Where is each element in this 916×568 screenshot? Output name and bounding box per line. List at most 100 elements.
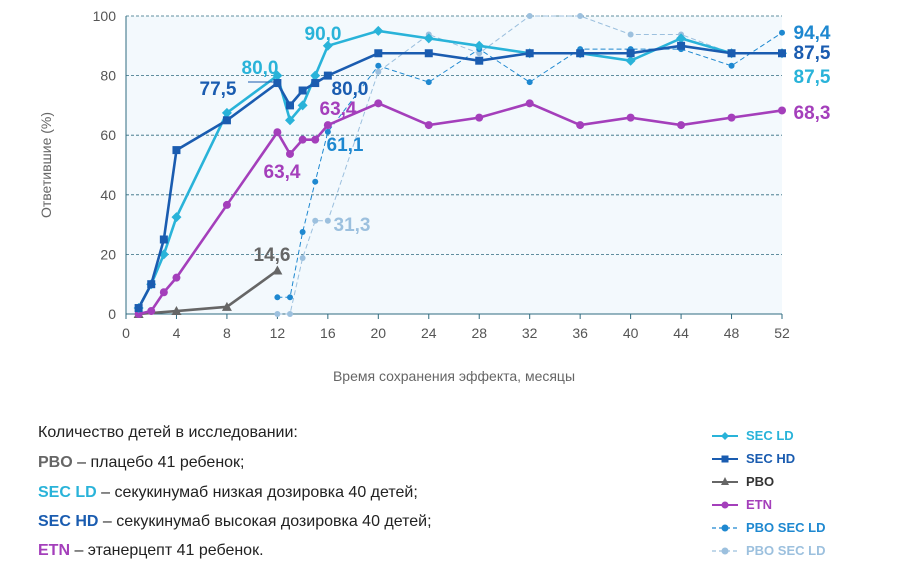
x-tick-label: 48 — [724, 325, 740, 341]
diamond-marker — [322, 40, 333, 51]
diamond-marker — [373, 25, 384, 36]
circle-marker — [312, 178, 319, 185]
x-tick-label: 16 — [320, 325, 336, 341]
legend-item: PBO — [712, 470, 825, 493]
x-tick-label: 40 — [623, 325, 639, 341]
circle-marker — [375, 62, 382, 69]
legend-swatch-icon — [712, 476, 738, 485]
note-text: – плацебо 41 ребенок; — [72, 454, 245, 471]
circle-marker — [299, 254, 306, 261]
circle-marker — [147, 307, 156, 316]
diamond-marker — [625, 55, 636, 66]
square-marker — [159, 235, 168, 244]
x-tick-label: 8 — [223, 325, 231, 341]
y-tick-label: 0 — [108, 306, 116, 322]
circle-marker — [476, 50, 483, 57]
circle-marker — [627, 31, 634, 38]
circle-marker — [728, 62, 735, 69]
data-label: 77,5 — [200, 79, 237, 100]
diamond-marker — [310, 70, 321, 81]
y-tick-label: 60 — [100, 127, 116, 143]
square-marker — [298, 86, 307, 95]
legend-label: PBO — [746, 474, 775, 489]
diamond-marker — [474, 40, 485, 51]
y-axis-label: Ответившие (%) — [38, 112, 54, 218]
plot-background — [126, 16, 782, 314]
data-label: 63,4 — [264, 162, 301, 183]
square-marker — [778, 49, 786, 58]
note-pbo: PBO – плацебо 41 ребенок; — [38, 454, 245, 472]
circle-marker — [324, 128, 331, 135]
circle-marker — [286, 149, 294, 158]
square-marker — [727, 49, 736, 58]
legend-swatch-icon — [712, 547, 738, 554]
circle-marker — [779, 29, 785, 36]
x-tick-label: 28 — [471, 325, 487, 341]
note-text: – секукинумаб высокая дозировка 40 детей… — [98, 513, 432, 530]
circle-marker — [287, 311, 293, 317]
square-marker — [147, 280, 156, 289]
data-label: 90,0 — [305, 24, 342, 45]
circle-marker — [323, 121, 332, 130]
triangle-marker — [272, 265, 283, 275]
legend-label: SEC HD — [746, 451, 796, 466]
x-tick-label: 4 — [173, 325, 181, 341]
diamond-marker — [171, 212, 182, 223]
y-tick-label: 100 — [93, 8, 117, 24]
circle-marker — [299, 229, 306, 236]
legend-swatch-icon — [712, 501, 738, 508]
circle-marker — [577, 13, 584, 19]
x-tick-label: 12 — [270, 325, 286, 341]
circle-marker — [222, 200, 231, 209]
circle-marker — [677, 121, 686, 130]
note-abbr: SEC HD — [38, 513, 99, 530]
data-label: 14,6 — [254, 245, 291, 266]
legend-item: ETN — [712, 493, 825, 516]
x-tick-label: 0 — [122, 325, 130, 341]
circle-marker — [778, 106, 786, 115]
circle-marker — [374, 99, 383, 108]
diamond-marker — [221, 107, 232, 118]
diamond-marker — [676, 33, 687, 44]
circle-marker — [375, 68, 382, 75]
legend-swatch-icon — [712, 431, 738, 440]
data-label: 87,5 — [794, 67, 831, 88]
note-sec-hd: SEC HD – секукинумаб высокая дозировка 4… — [38, 513, 432, 531]
circle-marker — [727, 113, 736, 122]
square-marker — [525, 49, 534, 58]
circle-marker — [312, 217, 319, 224]
diamond-marker — [285, 115, 295, 126]
circle-marker — [475, 113, 484, 122]
circle-marker — [159, 288, 168, 297]
legend-item: SEC HD — [712, 447, 825, 470]
data-label: 80,0 — [242, 58, 279, 79]
note-abbr: ETN — [38, 542, 70, 559]
series-pbo-sec-ld — [274, 29, 785, 301]
x-tick-label: 44 — [673, 325, 689, 341]
circle-marker — [274, 311, 281, 317]
data-label: 31,3 — [334, 215, 371, 236]
circle-marker — [526, 13, 533, 19]
series-line — [277, 32, 783, 298]
note-abbr: SEC LD — [38, 484, 97, 501]
legend-label: PBO SEC LD — [746, 543, 826, 558]
square-marker — [172, 146, 181, 155]
circle-marker — [311, 135, 320, 144]
legend-label: PBO SEC LD — [746, 520, 826, 535]
square-marker — [475, 56, 484, 65]
legend-swatch-icon — [712, 455, 738, 462]
x-tick-label: 20 — [371, 325, 387, 341]
circle-marker — [172, 273, 181, 282]
circle-marker — [274, 294, 281, 301]
x-tick-label: 24 — [421, 325, 437, 341]
square-marker — [424, 49, 433, 58]
data-label: 68,3 — [794, 103, 831, 124]
series-line — [138, 269, 279, 316]
diamond-marker — [423, 33, 434, 44]
data-label: 94,4 — [794, 23, 831, 44]
y-tick-label: 20 — [100, 246, 116, 262]
data-label: 87,5 — [794, 43, 831, 64]
square-marker — [677, 41, 686, 50]
note-text: – секукинумаб низкая дозировка 40 детей; — [96, 484, 418, 501]
square-marker — [273, 79, 282, 88]
